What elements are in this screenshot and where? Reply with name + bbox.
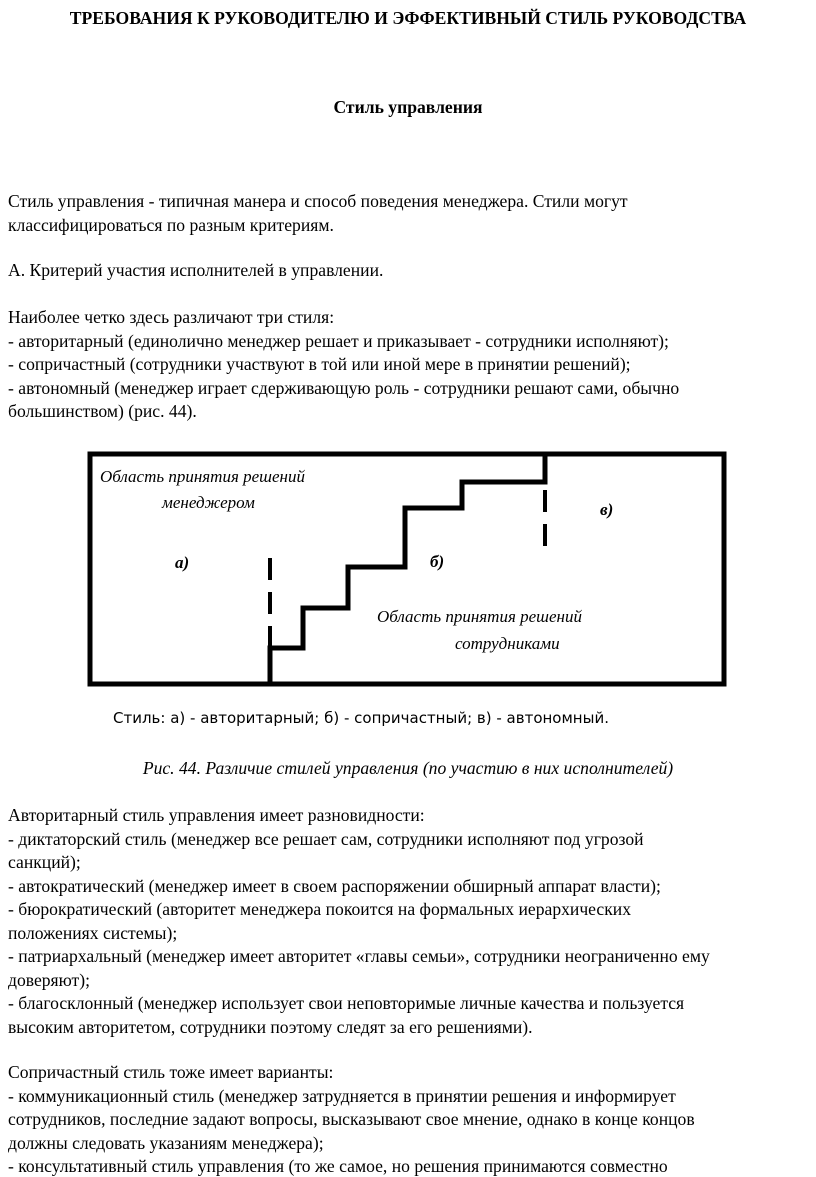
text-line: доверяют); [8, 969, 90, 990]
page-title: ТРЕБОВАНИЯ К РУКОВОДИТЕЛЮ И ЭФФЕКТИВНЫЙ … [69, 8, 747, 28]
text-line: - консультативный стиль управления (то ж… [8, 1156, 668, 1176]
criterion-heading: А. Критерий участия исполнителей в управ… [8, 260, 384, 280]
text-line: Стиль управления - типичная манера и спо… [8, 191, 628, 211]
text-line: Авторитарный стиль управления имеет разн… [8, 805, 425, 825]
text-line: санкций); [8, 852, 81, 872]
text-line: сотрудников, последние задают вопросы, в… [8, 1109, 695, 1129]
text-line: - патриархальный (менеджер имеет авторит… [8, 946, 710, 966]
text-line: положениях системы); [8, 922, 178, 943]
staff-area-label-2: сотрудниками [455, 634, 560, 653]
text-line: Сопричастный стиль тоже имеет варианты: [8, 1062, 334, 1082]
text-line: - авторитарный (единолично менеджер реша… [8, 330, 669, 351]
section-title: Стиль управления [333, 97, 483, 117]
text-line: высоким авторитетом, сотрудники поэтому … [8, 1016, 533, 1037]
text-line: Наиболее четко здесь различают три стиля… [8, 307, 335, 327]
text-line: - автократический (менеджер имеет в свое… [8, 875, 661, 896]
text-line: классифицироваться по разным критериям. [8, 214, 334, 235]
text-line: - диктаторский стиль (менеджер все решае… [8, 828, 644, 849]
manager-area-label-2: менеджером [161, 493, 255, 512]
text-line: - коммуникационный стиль (менеджер затру… [8, 1085, 676, 1106]
staircase-boundary [267, 454, 548, 684]
label-c: в) [600, 500, 613, 519]
manager-area-label: Область принятия решений [100, 467, 305, 486]
staff-area-label: Область принятия решений [377, 607, 582, 626]
text-line: - бюрократический (авторитет менеджера п… [8, 899, 631, 919]
text-line: - автономный (менеджер играет сдерживающ… [8, 377, 680, 398]
label-a: а) [175, 553, 189, 572]
diagram-frame [87, 451, 727, 687]
label-b: б) [430, 552, 444, 571]
text-line: - сопричастный (сотрудники участвуют в т… [8, 354, 631, 374]
text-line: большинством) (рис. 44). [8, 401, 197, 421]
text-line: должны следовать указаниям менеджера); [8, 1132, 324, 1153]
text-line: - благосклонный (менеджер использует сво… [8, 993, 685, 1013]
figure-caption: Рис. 44. Различие стилей управления (по … [142, 758, 674, 778]
figure-diagram: Область принятия решений менеджером Обла… [87, 451, 727, 727]
figure-legend: Стиль: а) - авторитарный; б) - сопричаст… [113, 709, 609, 727]
